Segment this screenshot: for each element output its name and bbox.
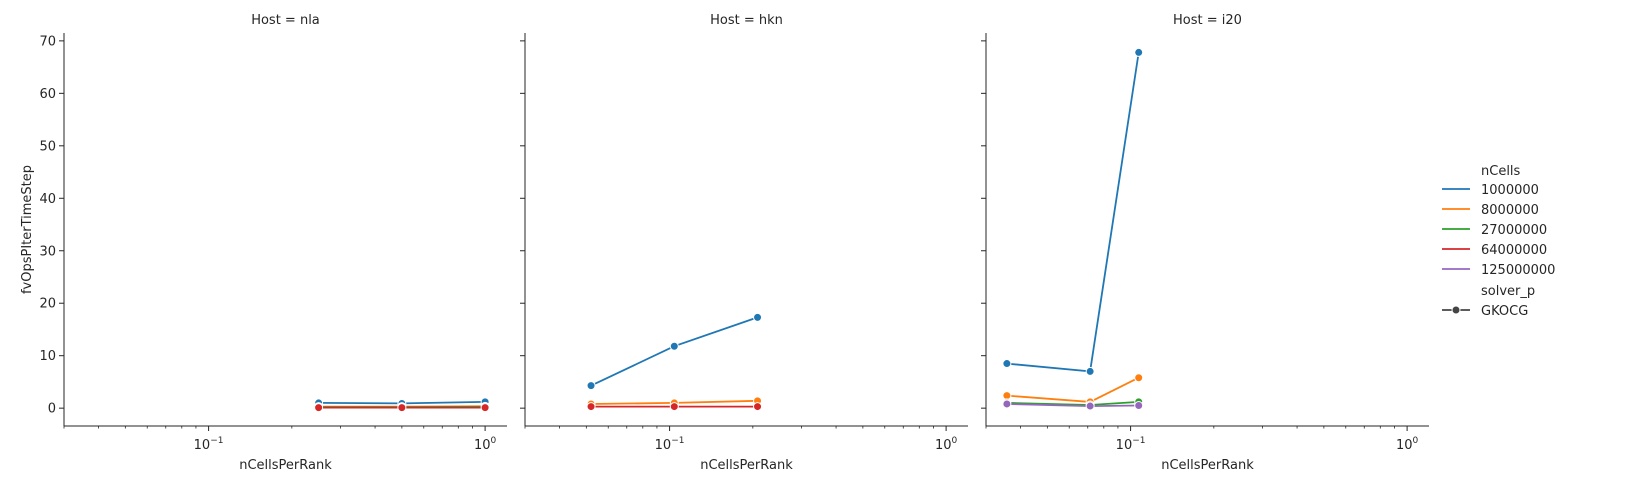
y-tick-label: 20 <box>39 297 56 312</box>
data-point <box>670 403 678 411</box>
legend-label: 1000000 <box>1481 183 1539 198</box>
legend-label: 8000000 <box>1481 203 1539 218</box>
data-point <box>670 342 678 350</box>
data-point <box>1003 360 1011 368</box>
data-point <box>1086 367 1094 375</box>
data-point <box>587 382 595 390</box>
data-point <box>1003 392 1011 400</box>
y-axis-label: fvOpsPIterTimeStep <box>20 165 35 294</box>
data-point <box>754 313 762 321</box>
legend-style-marker <box>1452 306 1460 314</box>
data-point <box>1086 402 1094 410</box>
facet-title: Host = i20 <box>1173 13 1242 28</box>
x-axis-label: nCellsPerRank <box>1161 458 1254 473</box>
legend-label: 27000000 <box>1481 223 1547 238</box>
data-point <box>398 404 406 412</box>
series-line-8000000 <box>1007 378 1139 402</box>
x-tick-label: 10−1 <box>194 436 224 453</box>
series-line-1000000 <box>591 317 757 385</box>
legend-style-title: solver_p <box>1481 284 1535 299</box>
y-tick-label: 0 <box>48 402 56 417</box>
legend-style-label: GKOCG <box>1481 304 1528 319</box>
facet-title: Host = nla <box>251 13 320 28</box>
x-tick-label: 10−1 <box>655 436 685 453</box>
legend-label: 64000000 <box>1481 243 1547 258</box>
data-point <box>481 404 489 412</box>
series-line-1000000 <box>1007 52 1139 371</box>
data-point <box>1135 374 1143 382</box>
facet-panel-2: Host = i20 10−1 100 nCellsPerRank <box>981 13 1429 473</box>
data-point <box>587 403 595 411</box>
x-tick-label: 100 <box>1396 436 1419 453</box>
data-point <box>1135 402 1143 410</box>
data-point <box>754 403 762 411</box>
y-tick-label: 50 <box>39 139 56 154</box>
legend-title: nCells <box>1481 164 1521 179</box>
legend-label: 125000000 <box>1481 263 1555 278</box>
data-point <box>1003 400 1011 408</box>
y-tick-label: 10 <box>39 349 56 364</box>
facet-title: Host = hkn <box>710 13 783 28</box>
x-tick-label: 10−1 <box>1116 436 1146 453</box>
x-axis-label: nCellsPerRank <box>700 458 793 473</box>
legend: nCells 1000000 8000000 27000000 64000000 1250… <box>1442 164 1555 319</box>
x-tick-label: 100 <box>935 436 958 453</box>
data-point <box>1135 48 1143 56</box>
x-axis-label: nCellsPerRank <box>239 458 332 473</box>
y-tick-label: 30 <box>39 244 56 259</box>
y-tick-label: 40 <box>39 192 56 207</box>
y-tick-label: 70 <box>39 34 56 49</box>
x-tick-label: 100 <box>474 436 497 453</box>
data-point <box>315 404 323 412</box>
facet-panel-1: Host = hkn 10−1 100 nCellsPerRank <box>520 13 968 473</box>
y-tick-label: 60 <box>39 87 56 102</box>
facet-panel-0: Host = nla 0 10 20 30 40 50 60 70 10−1 100 nCellsPe… <box>39 13 507 473</box>
